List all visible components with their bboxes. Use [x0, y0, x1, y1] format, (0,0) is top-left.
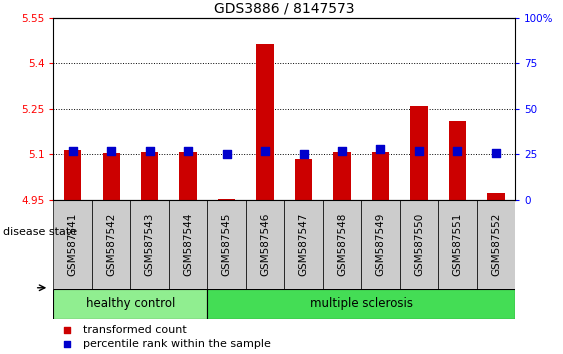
Point: [299, 152, 308, 157]
Bar: [207, 200, 246, 289]
Text: disease state: disease state: [3, 227, 77, 237]
Point: [184, 148, 193, 154]
Bar: [131, 200, 169, 289]
Bar: [53, 289, 207, 319]
Text: GSM587551: GSM587551: [453, 212, 462, 276]
Bar: [438, 200, 477, 289]
Point: [68, 148, 77, 154]
Text: GSM587548: GSM587548: [337, 212, 347, 276]
Text: GSM587547: GSM587547: [298, 212, 309, 276]
Bar: [207, 289, 515, 319]
Text: multiple sclerosis: multiple sclerosis: [310, 297, 413, 310]
Bar: [487, 193, 504, 200]
Text: healthy control: healthy control: [86, 297, 175, 310]
Point: [491, 150, 501, 155]
Bar: [323, 200, 361, 289]
Bar: [400, 200, 438, 289]
Bar: [102, 153, 120, 200]
Text: GSM587549: GSM587549: [376, 212, 386, 276]
Point: [145, 148, 154, 154]
Point: [376, 146, 385, 152]
Text: GSM587545: GSM587545: [222, 212, 231, 276]
Point: [63, 327, 72, 333]
Bar: [64, 150, 82, 200]
Text: GSM587543: GSM587543: [145, 212, 155, 276]
Bar: [53, 200, 92, 289]
Bar: [256, 44, 274, 200]
Bar: [246, 200, 284, 289]
Bar: [372, 152, 389, 200]
Text: percentile rank within the sample: percentile rank within the sample: [83, 339, 271, 349]
Bar: [92, 200, 131, 289]
Bar: [449, 121, 466, 200]
Bar: [333, 152, 351, 200]
Text: GSM587542: GSM587542: [106, 212, 116, 276]
Text: GSM587552: GSM587552: [491, 212, 501, 276]
Point: [63, 341, 72, 347]
Bar: [284, 200, 323, 289]
Point: [337, 148, 346, 154]
Point: [222, 152, 231, 157]
Text: GSM587550: GSM587550: [414, 213, 424, 276]
Bar: [295, 159, 312, 200]
Text: GSM587546: GSM587546: [260, 212, 270, 276]
Bar: [361, 200, 400, 289]
Text: GSM587541: GSM587541: [68, 212, 78, 276]
Point: [414, 148, 423, 154]
Title: GDS3886 / 8147573: GDS3886 / 8147573: [214, 1, 355, 15]
Point: [107, 148, 116, 154]
Bar: [218, 199, 235, 200]
Point: [261, 148, 270, 154]
Bar: [410, 107, 428, 200]
Point: [453, 148, 462, 154]
Bar: [180, 152, 197, 200]
Bar: [477, 200, 515, 289]
Text: transformed count: transformed count: [83, 325, 187, 335]
Text: GSM587544: GSM587544: [183, 212, 193, 276]
Bar: [141, 152, 158, 200]
Bar: [169, 200, 207, 289]
